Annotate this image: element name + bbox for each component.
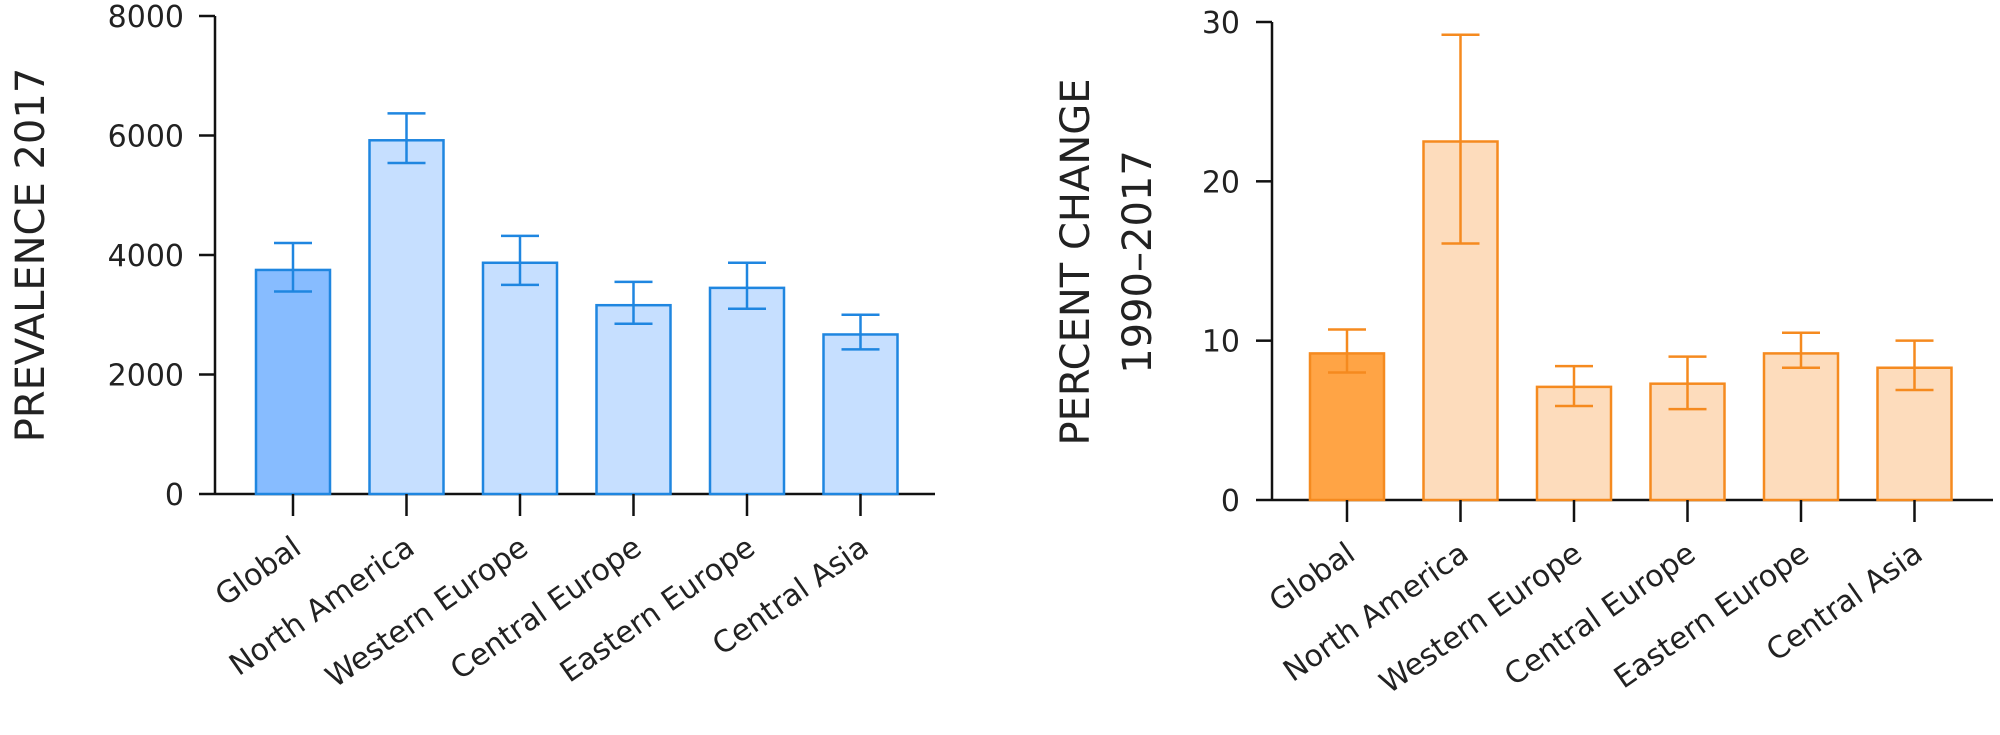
x-category-label: Western Europe	[1373, 536, 1588, 701]
bar-central-asia	[822, 333, 899, 496]
chart-1: 0 2000 4000 6000 8000 PREVALENCE 2017 GlobalNo…	[8, 0, 935, 695]
x-category-label: Central Europe	[1498, 536, 1702, 693]
bar-global	[254, 268, 332, 496]
y-axis-title: PERCENT CHANGE 1990–2017	[1053, 78, 1161, 445]
x-category-label: Eastern Europe	[554, 530, 762, 690]
y-axis-title-line: PREVALENCE 2017	[8, 68, 54, 443]
x-category-label: North America	[223, 530, 421, 683]
bar-eastern-europe	[1762, 352, 1840, 502]
bar-global	[1308, 352, 1386, 502]
y-tick-label: 8000	[108, 0, 184, 35]
bar-central-europe	[595, 303, 672, 496]
x-category-label: North America	[1277, 536, 1475, 689]
bar-western-europe	[481, 261, 559, 496]
y-tick-label: 2000	[108, 359, 184, 394]
y-tick-label: 10	[1202, 325, 1240, 360]
x-category-label: Global	[209, 530, 307, 614]
chart-2: 0 10 20 30 PERCENT CHANGE 1990–2017 GlobalNort…	[1053, 6, 1993, 701]
x-category-label: Central Europe	[444, 530, 648, 687]
y-tick-label: 0	[165, 478, 184, 513]
x-category-label: Global	[1263, 536, 1361, 620]
bar-eastern-europe	[708, 286, 786, 496]
y-tick-label: 4000	[108, 239, 184, 274]
y-tick-label: 30	[1202, 6, 1240, 41]
y-tick-label: 0	[1221, 484, 1240, 519]
y-tick-label: 6000	[108, 120, 184, 155]
bar-north-america	[368, 139, 445, 496]
x-category-label: Western Europe	[319, 530, 534, 695]
y-axis-title: PREVALENCE 2017	[8, 68, 54, 443]
y-axis-title-line: PERCENT CHANGE	[1053, 78, 1099, 445]
y-tick-label: 20	[1202, 165, 1240, 200]
y-axis-title-line: 1990–2017	[1115, 150, 1161, 374]
x-category-label: Eastern Europe	[1608, 536, 1816, 696]
